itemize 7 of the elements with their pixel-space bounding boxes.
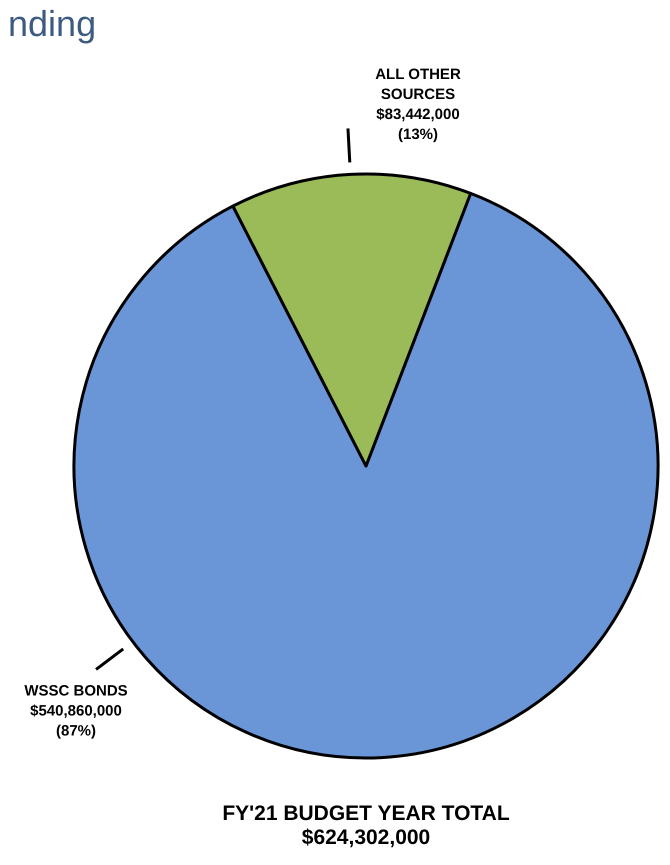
text: $624,302,000 [302,826,430,849]
text: FY'21 BUDGET YEAR TOTAL [222,802,510,825]
slice-label: ALL OTHER SOURCES [375,66,461,103]
slice-label: WSSC BONDS [24,682,128,700]
data-label: $540,860,000 (87%) [30,702,122,740]
text: nding [8,3,96,44]
data-label: $83,442,000 (13%) [376,106,460,143]
